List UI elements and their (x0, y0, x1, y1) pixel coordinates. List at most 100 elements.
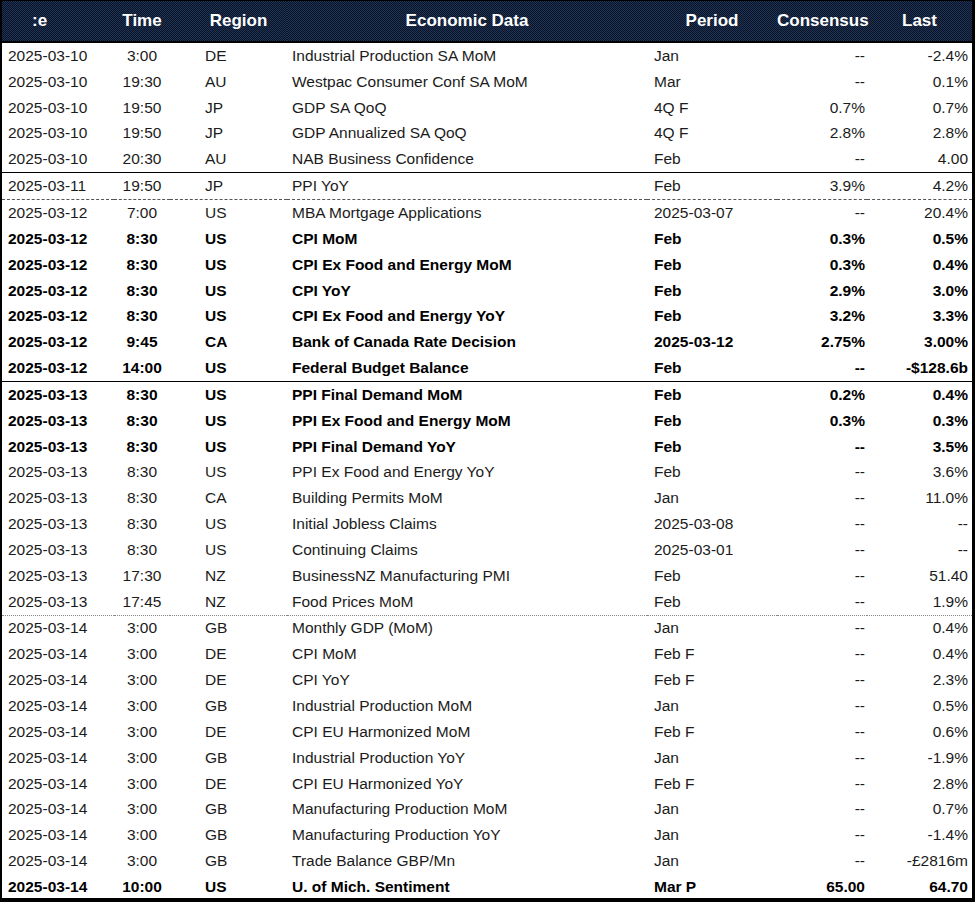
cell-economic-data: Initial Jobless Claims (287, 511, 647, 537)
table-row: 2025-03-13 8:30 US PPI Final Demand MoM … (2, 381, 972, 407)
cell-last: 3.0% (867, 278, 972, 304)
cell-economic-data: GDP SA QoQ (287, 95, 647, 121)
cell-region: US (170, 408, 287, 434)
cell-consensus: -- (777, 563, 867, 589)
cell-period: Jan (647, 693, 777, 719)
cell-economic-data: CPI MoM (287, 226, 647, 252)
table-row: 2025-03-14 3:00 DE CPI EU Harmonized YoY… (2, 771, 972, 797)
cell-date: 2025-03-11 (2, 173, 114, 200)
cell-time: 8:30 (114, 408, 170, 434)
cell-consensus: -- (777, 537, 867, 563)
cell-date: 2025-03-12 (2, 226, 114, 252)
cell-consensus: -- (777, 485, 867, 511)
table-row: 2025-03-11 19:50 JP PPI YoY Feb 3.9% 4.2… (2, 173, 972, 200)
cell-region: JP (170, 121, 287, 147)
cell-time: 8:30 (114, 460, 170, 486)
cell-last: 0.3% (867, 408, 972, 434)
cell-consensus: 2.75% (777, 329, 867, 355)
cell-time: 8:30 (114, 381, 170, 407)
cell-last: -$128.6b (867, 355, 972, 381)
cell-period: 4Q F (647, 121, 777, 147)
cell-consensus: -- (777, 460, 867, 486)
cell-date: 2025-03-13 (2, 408, 114, 434)
cell-time: 7:00 (114, 200, 170, 226)
cell-period: Feb (647, 252, 777, 278)
cell-region: CA (170, 329, 287, 355)
table-row: 2025-03-13 17:45 NZ Food Prices MoM Feb … (2, 589, 972, 615)
cell-date: 2025-03-12 (2, 278, 114, 304)
cell-last: -- (867, 537, 972, 563)
cell-consensus: 0.2% (777, 381, 867, 407)
table-row: 2025-03-10 19:30 AU Westpac Consumer Con… (2, 69, 972, 95)
table-row: 2025-03-10 3:00 DE Industrial Production… (2, 42, 972, 69)
cell-time: 10:00 (114, 874, 170, 900)
cell-period: Feb (647, 589, 777, 615)
cell-region: US (170, 511, 287, 537)
cell-time: 17:30 (114, 563, 170, 589)
cell-date: 2025-03-13 (2, 589, 114, 615)
cell-consensus: -- (777, 355, 867, 381)
cell-time: 3:00 (114, 848, 170, 874)
cell-date: 2025-03-13 (2, 434, 114, 460)
table-row: 2025-03-12 8:30 US CPI YoY Feb 2.9% 3.0% (2, 278, 972, 304)
cell-consensus: 65.00 (777, 874, 867, 900)
cell-time: 19:50 (114, 95, 170, 121)
cell-time: 8:30 (114, 511, 170, 537)
cell-period: 2025-03-07 (647, 200, 777, 226)
table-row: 2025-03-10 19:50 JP GDP Annualized SA Qo… (2, 121, 972, 147)
column-header-period: Period (647, 1, 777, 42)
table-row: 2025-03-14 3:00 DE CPI YoY Feb F -- 2.3% (2, 667, 972, 693)
cell-region: US (170, 252, 287, 278)
cell-date: 2025-03-12 (2, 303, 114, 329)
cell-period: Feb (647, 173, 777, 200)
cell-date: 2025-03-13 (2, 485, 114, 511)
economic-calendar-table: :e Time Region Economic Data Period Cons… (2, 1, 972, 900)
cell-region: US (170, 434, 287, 460)
cell-last: 0.7% (867, 95, 972, 121)
cell-period: Feb (647, 563, 777, 589)
cell-last: 3.5% (867, 434, 972, 460)
cell-last: 2.8% (867, 121, 972, 147)
cell-economic-data: CPI Ex Food and Energy YoY (287, 303, 647, 329)
cell-period: Feb (647, 408, 777, 434)
cell-last: 4.2% (867, 173, 972, 200)
cell-period: 4Q F (647, 95, 777, 121)
cell-region: JP (170, 173, 287, 200)
table-row: 2025-03-13 8:30 CA Building Permits MoM … (2, 485, 972, 511)
cell-economic-data: Manufacturing Production YoY (287, 822, 647, 848)
cell-economic-data: CPI EU Harmonized YoY (287, 771, 647, 797)
cell-economic-data: U. of Mich. Sentiment (287, 874, 647, 900)
cell-last: 0.4% (867, 615, 972, 641)
cell-period: Mar (647, 69, 777, 95)
cell-last: 0.5% (867, 693, 972, 719)
cell-region: DE (170, 771, 287, 797)
table-row: 2025-03-13 8:30 US Initial Jobless Claim… (2, 511, 972, 537)
cell-consensus: -- (777, 693, 867, 719)
cell-last: -1.4% (867, 822, 972, 848)
cell-last: -1.9% (867, 745, 972, 771)
cell-time: 19:50 (114, 121, 170, 147)
cell-economic-data: Building Permits MoM (287, 485, 647, 511)
column-header-consensus: Consensus (777, 1, 867, 42)
cell-region: DE (170, 641, 287, 667)
cell-region: GB (170, 693, 287, 719)
cell-consensus: -- (777, 796, 867, 822)
cell-economic-data: Food Prices MoM (287, 589, 647, 615)
cell-time: 3:00 (114, 693, 170, 719)
cell-time: 3:00 (114, 42, 170, 69)
cell-economic-data: Trade Balance GBP/Mn (287, 848, 647, 874)
cell-region: GB (170, 796, 287, 822)
cell-period: 2025-03-12 (647, 329, 777, 355)
cell-time: 8:30 (114, 226, 170, 252)
cell-date: 2025-03-14 (2, 719, 114, 745)
cell-consensus: 0.7% (777, 95, 867, 121)
cell-period: 2025-03-01 (647, 537, 777, 563)
cell-consensus: -- (777, 667, 867, 693)
cell-last: 0.4% (867, 641, 972, 667)
cell-economic-data: Monthly GDP (MoM) (287, 615, 647, 641)
cell-period: Jan (647, 485, 777, 511)
table-row: 2025-03-13 8:30 US PPI Ex Food and Energ… (2, 460, 972, 486)
cell-consensus: 2.8% (777, 121, 867, 147)
cell-economic-data: NAB Business Confidence (287, 146, 647, 172)
cell-region: US (170, 226, 287, 252)
